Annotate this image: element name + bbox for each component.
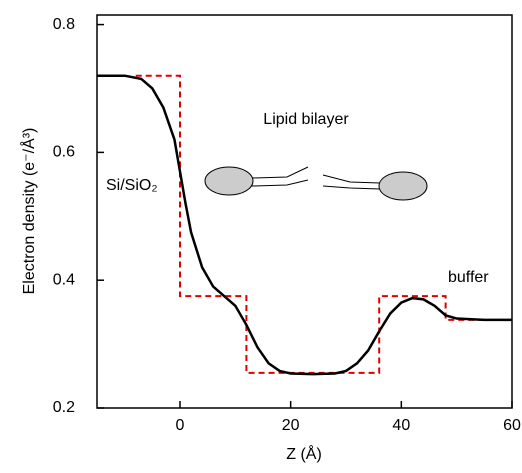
x-tick-label: 40 bbox=[392, 417, 410, 434]
annotation: buffer bbox=[448, 269, 489, 286]
annotation: Si/SiO₂ bbox=[106, 177, 158, 194]
data-line bbox=[97, 74, 512, 376]
y-tick-label: 0.4 bbox=[53, 271, 75, 288]
annotation: Lipid bilayer bbox=[263, 111, 349, 128]
x-tick-label: 60 bbox=[503, 417, 521, 434]
y-tick-label: 0.2 bbox=[53, 399, 75, 416]
x-tick-label: 20 bbox=[282, 417, 300, 434]
x-axis-label: Z (Å) bbox=[286, 444, 322, 463]
x-tick-label: 0 bbox=[176, 417, 185, 434]
data-line bbox=[135, 74, 512, 374]
y-tick-label: 0.6 bbox=[53, 144, 75, 161]
plot-frame bbox=[96, 14, 513, 409]
y-tick-label: 0.8 bbox=[53, 16, 75, 33]
lipid-icon bbox=[204, 166, 428, 201]
y-axis-label: Electron density (e⁻/Å³) bbox=[19, 128, 38, 295]
